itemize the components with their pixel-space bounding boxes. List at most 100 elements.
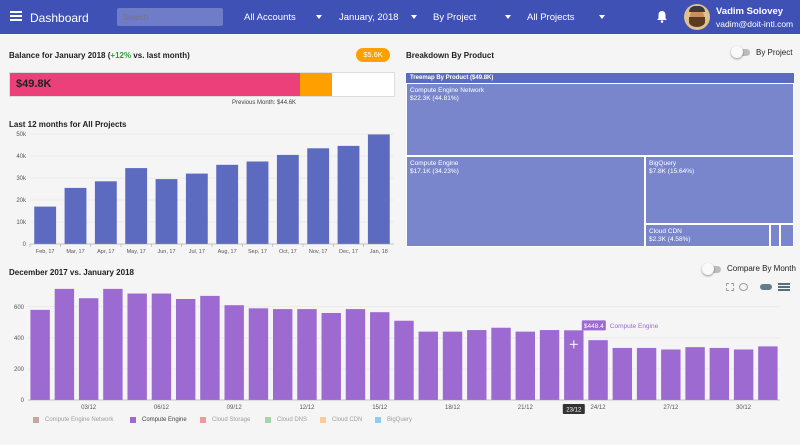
x-crosshair-label: 23/12 — [566, 408, 582, 414]
accounts-dropdown-label: All Accounts — [244, 11, 296, 23]
search-input[interactable] — [117, 8, 223, 26]
tooltip-value-bg — [581, 320, 606, 331]
bar — [127, 293, 147, 400]
bar — [442, 331, 463, 400]
balance-progress-bar: $49.8K — [9, 72, 395, 97]
treemap-cell-cloud-cdn[interactable]: Cloud CDN $2.3K (4.58%) — [645, 224, 770, 247]
user-email: vadim@doit-intl.com — [716, 19, 794, 29]
balance-title-suffix: vs. last month) — [131, 51, 190, 60]
monthly-bar-chart: 0 10k 20k 30k 40k 50k Feb, 17 Mar, 17 Apr, 17 May… — [16, 132, 394, 255]
bar — [34, 206, 57, 244]
top-app-bar: Dashboard All Accounts January, 2018 By … — [0, 0, 800, 34]
menu-lines-icon[interactable] — [778, 283, 790, 285]
y-tick-label: 600 — [14, 305, 25, 311]
menu-icon[interactable] — [10, 11, 22, 21]
compare-by-month-toggle[interactable] — [702, 263, 723, 276]
bar — [370, 312, 390, 400]
legend-item[interactable]: BigQuery — [375, 417, 412, 423]
monthly-chart-title: Last 12 months for All Projects — [9, 120, 127, 129]
bar — [685, 347, 705, 400]
notifications-bell-icon[interactable] — [656, 10, 668, 23]
bar — [125, 168, 148, 244]
treemap-cell-value: $2.3K (4.58%) — [649, 236, 691, 243]
legend-swatch — [130, 417, 136, 423]
y-tick-label: 0 — [23, 242, 27, 248]
bar — [54, 288, 75, 400]
x-tick-label: Jun, 17 — [157, 249, 175, 255]
bar — [224, 305, 244, 400]
x-tick-label: 03/12 — [81, 405, 97, 411]
x-tick-label: 21/12 — [518, 405, 534, 411]
bar — [491, 327, 511, 400]
select-zoom-icon[interactable] — [726, 283, 734, 291]
lasso-icon[interactable] — [739, 283, 748, 291]
x-tick-label: 30/12 — [736, 405, 752, 411]
treemap-cell-bigquery[interactable]: BigQuery $7.8K (15.64%) — [645, 156, 794, 224]
bar — [467, 330, 487, 400]
treemap-cell-name: Compute Engine Network — [410, 87, 485, 94]
legend-item[interactable]: Cloud DNS — [265, 417, 307, 423]
balance-extra-fill — [299, 73, 333, 96]
accounts-dropdown[interactable]: All Accounts — [244, 8, 322, 26]
bar — [636, 347, 657, 400]
bar — [588, 340, 608, 400]
treemap-cell-name: Cloud CDN — [649, 228, 682, 235]
chevron-down-icon — [316, 15, 322, 19]
user-name: Vadim Solovey — [716, 6, 784, 17]
legend-item[interactable]: Compute Engine Network — [33, 417, 113, 423]
legend-item[interactable]: Compute Engine — [130, 417, 187, 423]
bar — [248, 308, 269, 400]
x-tick-label: Jan, 18 — [370, 249, 388, 255]
x-tick-label: 12/12 — [299, 405, 315, 411]
chart-toolbar — [726, 282, 792, 294]
bar — [151, 293, 172, 400]
bar — [103, 288, 123, 400]
legend-label: Cloud DNS — [277, 417, 308, 423]
avatar[interactable] — [684, 4, 710, 30]
month-dropdown[interactable]: January, 2018 — [339, 8, 417, 26]
balance-title-prefix: Balance for January 2018 ( — [9, 51, 111, 60]
grouping-dropdown[interactable]: By Project — [433, 8, 511, 26]
treemap-cell-compute-engine[interactable]: Compute Engine $17.1K (34.23%) — [406, 156, 645, 247]
app-title: Dashboard — [30, 11, 89, 25]
breakdown-title: Breakdown By Product — [406, 51, 495, 60]
legend-item[interactable]: Cloud CDN — [320, 417, 362, 423]
balance-difference-badge: $5.6K — [356, 48, 390, 62]
bar — [321, 312, 341, 400]
x-tick-label: 15/12 — [372, 405, 388, 411]
treemap: Treemap By Product ($49.8K) Compute Engi… — [406, 73, 794, 247]
x-tick-label: Nov, 17 — [309, 249, 328, 255]
pan-icon[interactable] — [760, 284, 772, 290]
x-crosshair-label-bg — [562, 404, 585, 414]
y-tick-label: 10k — [16, 220, 27, 226]
bar — [276, 154, 299, 244]
y-tick-label: 30k — [16, 176, 27, 182]
chevron-down-icon — [505, 15, 511, 19]
treemap-cell-value: $22.3K (44.81%) — [410, 95, 459, 102]
treemap-cell-compute-engine-network[interactable]: Compute Engine Network $22.3K (44.81%) — [406, 83, 794, 156]
bar — [337, 145, 360, 244]
legend-swatch — [375, 417, 381, 423]
bar — [367, 134, 390, 244]
bar — [297, 309, 317, 400]
month-dropdown-label: January, 2018 — [339, 11, 399, 23]
x-tick-label: Feb, 17 — [36, 249, 55, 255]
by-project-label: By Project — [756, 48, 793, 57]
y-tick-label: 400 — [14, 336, 25, 342]
by-project-toggle[interactable] — [731, 46, 752, 59]
treemap-cell-minor[interactable] — [770, 224, 780, 247]
previous-month-label: Previous Month: $44.6K — [232, 100, 297, 106]
bar — [515, 331, 535, 400]
bar — [216, 164, 239, 244]
treemap-cell-minor[interactable] — [780, 224, 794, 247]
x-tick-label: Jul, 17 — [189, 249, 205, 255]
treemap-title: Treemap By Product ($49.8K) — [406, 73, 794, 83]
legend-item[interactable]: Cloud Storage — [200, 417, 250, 423]
chevron-down-icon — [411, 15, 417, 19]
projects-dropdown[interactable]: All Projects — [527, 8, 605, 26]
bar — [758, 346, 778, 400]
y-tick-label: 40k — [16, 154, 27, 160]
treemap-cell-name: BigQuery — [649, 160, 677, 167]
legend-label: Compute Engine — [142, 417, 187, 423]
legend-label: Compute Engine Network — [45, 417, 114, 423]
